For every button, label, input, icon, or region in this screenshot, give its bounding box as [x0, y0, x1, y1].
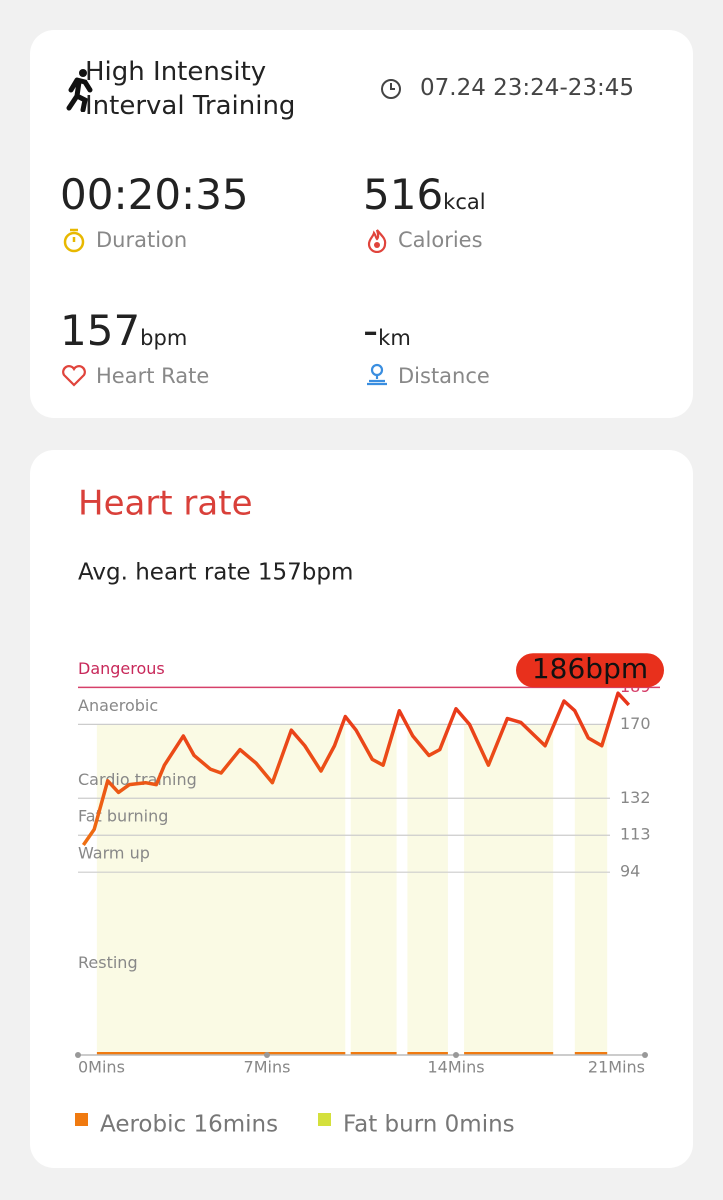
stat-unit: bpm: [140, 326, 188, 350]
zone-label: Fat burning: [78, 807, 168, 826]
heart-rate-line: [81, 691, 631, 846]
calories-icon: [367, 229, 387, 253]
session-time: 07.24 23:24-23:45: [420, 75, 635, 101]
stat-value: 157: [60, 306, 141, 355]
stat-unit: kcal: [443, 190, 486, 214]
legend-label: Fat burn 0mins: [343, 1112, 515, 1138]
x-tick-label: 7Mins: [244, 1058, 291, 1077]
activity-name: High Intensity Interval Training: [85, 57, 296, 121]
stat-label: Duration: [96, 228, 188, 252]
aerobic-bar: [350, 1052, 397, 1055]
zone-label: Resting: [78, 953, 138, 972]
aerobic-bar: [96, 1052, 346, 1055]
aerobic-band: [407, 724, 448, 1055]
stat-unit: km: [378, 326, 411, 350]
x-tick-dot: [264, 1052, 270, 1058]
x-tick-label: 0Mins: [78, 1058, 125, 1077]
y-tick-label: 170: [620, 714, 651, 733]
stat: 00:20:35: [60, 170, 249, 219]
stat-value: 00:20:35: [60, 170, 249, 219]
aerobic-band: [96, 724, 346, 1055]
y-tick-label: 94: [620, 862, 640, 881]
summary-card: [30, 30, 693, 418]
y-tick-label: 132: [620, 788, 651, 807]
distance-icon: [367, 363, 387, 386]
peak-badge: [516, 653, 664, 688]
stat-value: -: [363, 306, 379, 355]
aerobic-bar: [407, 1052, 448, 1055]
chart-title: Heart rate: [78, 484, 253, 524]
chart-subtitle: Avg. heart rate 157bpm: [78, 560, 353, 586]
heart-icon: [62, 365, 86, 387]
legend-swatch: [75, 1113, 88, 1126]
peak-label: 186bpm: [532, 652, 648, 685]
legend-label: Aerobic 16mins: [100, 1112, 278, 1138]
zone-label: Anaerobic: [78, 696, 158, 715]
stat-label: Heart Rate: [96, 364, 210, 388]
zone-label: Cardio training: [78, 770, 197, 789]
x-tick-dot: [453, 1052, 459, 1058]
stat-value: 516: [363, 170, 444, 219]
stat-label: Calories: [398, 228, 483, 252]
clock-icon: [381, 79, 401, 99]
stat: 157bpm: [60, 306, 187, 355]
x-tick-label: 21Mins: [588, 1058, 645, 1077]
legend-swatch: [318, 1113, 331, 1126]
aerobic-band: [350, 724, 397, 1055]
aerobic-bar: [464, 1052, 554, 1055]
x-tick-dot: [642, 1052, 648, 1058]
stat-label: Distance: [398, 364, 490, 388]
y-tick-label: 113: [620, 825, 651, 844]
stat: 516kcal: [363, 170, 486, 219]
x-tick-dot: [75, 1052, 81, 1058]
aerobic-band: [464, 724, 554, 1055]
duration-icon: [63, 228, 85, 253]
aerobic-band: [574, 724, 608, 1055]
zone-label: Warm up: [78, 844, 150, 863]
activity-icon: [66, 69, 93, 112]
zone-label: Dangerous: [78, 659, 165, 678]
stat: -km: [363, 306, 411, 355]
aerobic-bar: [574, 1052, 608, 1055]
x-tick-label: 14Mins: [427, 1058, 484, 1077]
